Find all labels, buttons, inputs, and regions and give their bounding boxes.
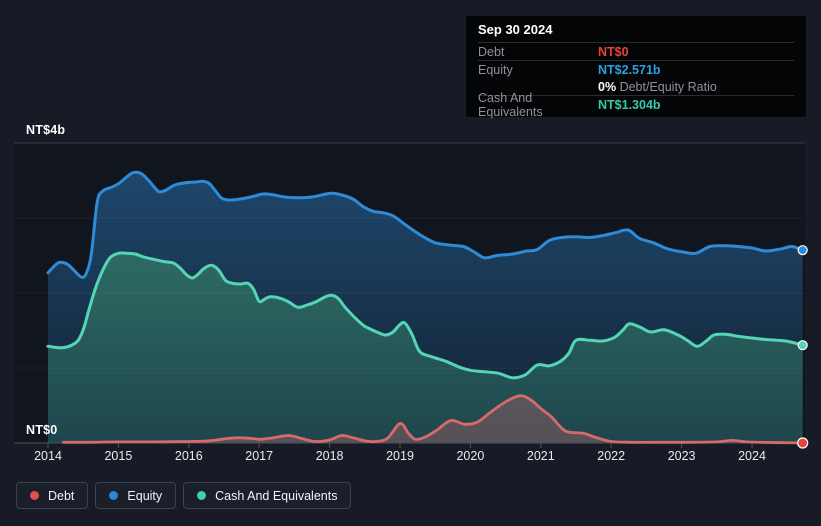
tooltip-ratio-value: 0% bbox=[598, 79, 617, 94]
legend-item-cash[interactable]: Cash And Equivalents bbox=[183, 482, 352, 509]
x-tick-label: 2015 bbox=[104, 449, 133, 463]
tooltip-cash-value: NT$1.304b bbox=[598, 97, 661, 112]
equity-legend-dot-icon bbox=[109, 491, 119, 500]
x-tick-label: 2017 bbox=[245, 449, 274, 463]
x-tick-label: 2024 bbox=[738, 449, 766, 463]
x-tick-label: 2021 bbox=[526, 449, 555, 463]
x-tick-label: 2020 bbox=[456, 449, 485, 463]
tooltip-equity-row: Equity NT$2.571b bbox=[478, 60, 794, 78]
cash-end-dot[interactable] bbox=[797, 340, 808, 351]
tooltip-debt-label: Debt bbox=[478, 44, 505, 59]
tooltip-date: Sep 30 2024 bbox=[478, 22, 553, 37]
x-tick-label: 2019 bbox=[386, 449, 414, 463]
cash-line bbox=[46, 251, 805, 380]
area-texture bbox=[48, 172, 803, 444]
debt-end-dot[interactable] bbox=[797, 437, 809, 449]
y-axis-label-zero: NT$0 bbox=[26, 423, 58, 437]
x-tick-label: 2023 bbox=[667, 449, 696, 463]
equity-line bbox=[46, 170, 805, 279]
tooltip-cash-row: Cash And Equivalents NT$1.304b bbox=[478, 91, 794, 119]
legend-item-debt[interactable]: Debt bbox=[16, 482, 89, 509]
x-tick-label: 2016 bbox=[174, 449, 203, 463]
x-tick-label: 2022 bbox=[597, 449, 626, 463]
debt-line bbox=[62, 394, 805, 445]
tooltip-ratio-label: Debt/Equity Ratio bbox=[619, 79, 717, 94]
tooltip-debt-value: NT$0 bbox=[598, 44, 629, 59]
debt-legend-dot-icon bbox=[30, 491, 39, 500]
tooltip-ratio: 0% Debt/Equity Ratio bbox=[598, 80, 717, 94]
tooltip-ratio-row: 0% Debt/Equity Ratio bbox=[478, 78, 794, 95]
chart-legend: Debt Equity Cash And Equivalents bbox=[16, 482, 352, 509]
chart-tooltip: Sep 30 2024 Debt NT$0 Equity NT$2.571b 0… bbox=[466, 16, 806, 119]
y-axis-label-max: NT$4b bbox=[26, 123, 66, 137]
tooltip-cash-label: Cash And Equivalents bbox=[478, 90, 543, 119]
legend-item-label: Cash And Equivalents bbox=[215, 488, 338, 503]
equity-end-dot[interactable] bbox=[797, 245, 808, 256]
legend-item-label: Equity bbox=[127, 488, 163, 503]
x-tick-label: 2018 bbox=[315, 449, 344, 463]
x-tick-label: 2014 bbox=[34, 449, 62, 463]
tooltip-debt-row: Debt NT$0 bbox=[478, 42, 794, 60]
legend-item-label: Debt bbox=[48, 488, 75, 503]
cash-legend-dot-icon bbox=[197, 491, 207, 500]
tooltip-equity-label: Equity bbox=[478, 62, 513, 77]
tooltip-equity-value: NT$2.571b bbox=[598, 62, 661, 77]
legend-item-equity[interactable]: Equity bbox=[95, 482, 177, 509]
